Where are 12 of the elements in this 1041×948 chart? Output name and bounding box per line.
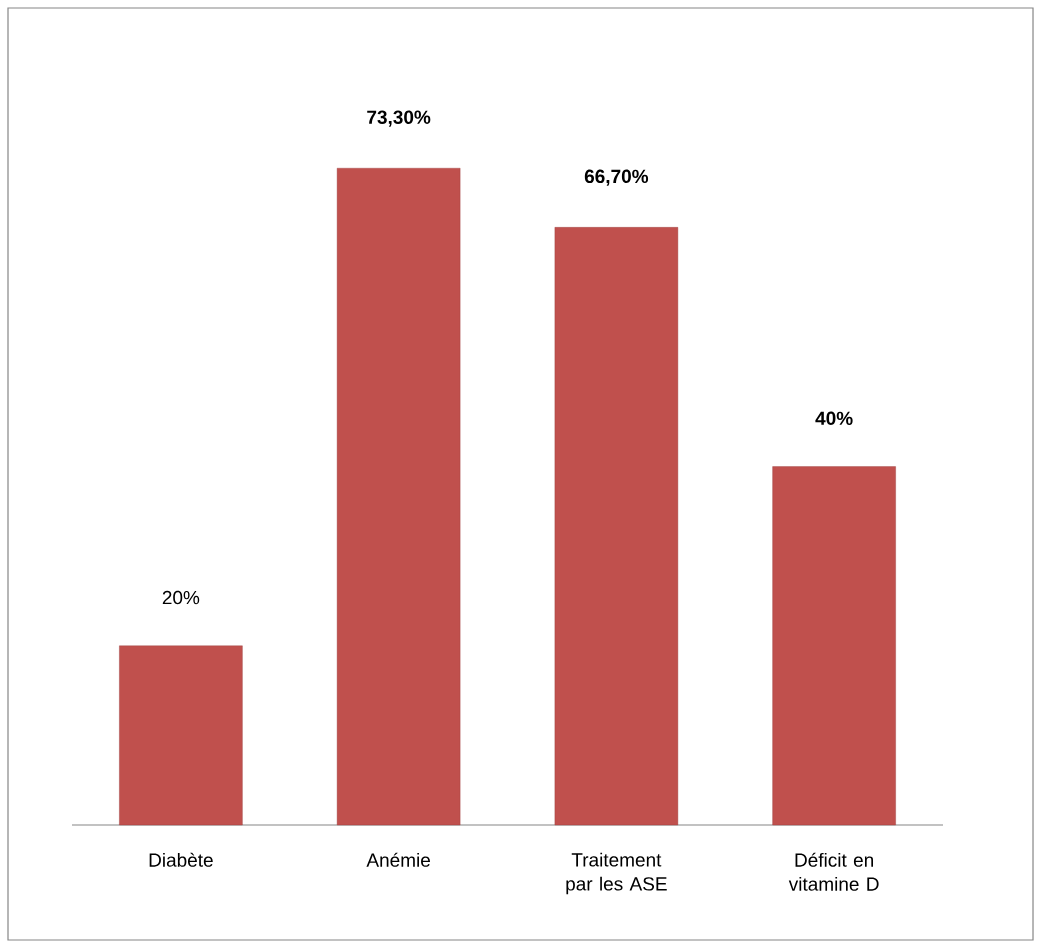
data-label: 66,70% bbox=[584, 169, 649, 186]
bar bbox=[336, 168, 461, 826]
bar bbox=[772, 466, 896, 826]
bar bbox=[554, 227, 679, 826]
data-label: 20% bbox=[162, 590, 200, 605]
x-tick-label: Diabète bbox=[149, 852, 213, 867]
x-tick-label: Anémie bbox=[366, 852, 430, 867]
x-tick-label: Déficit en vitamine D bbox=[788, 852, 879, 891]
data-label: 40% bbox=[815, 411, 853, 426]
data-label: 73,30% bbox=[367, 110, 431, 127]
x-tick-label: Traitement par les ASE bbox=[566, 852, 667, 895]
bar bbox=[119, 645, 243, 826]
